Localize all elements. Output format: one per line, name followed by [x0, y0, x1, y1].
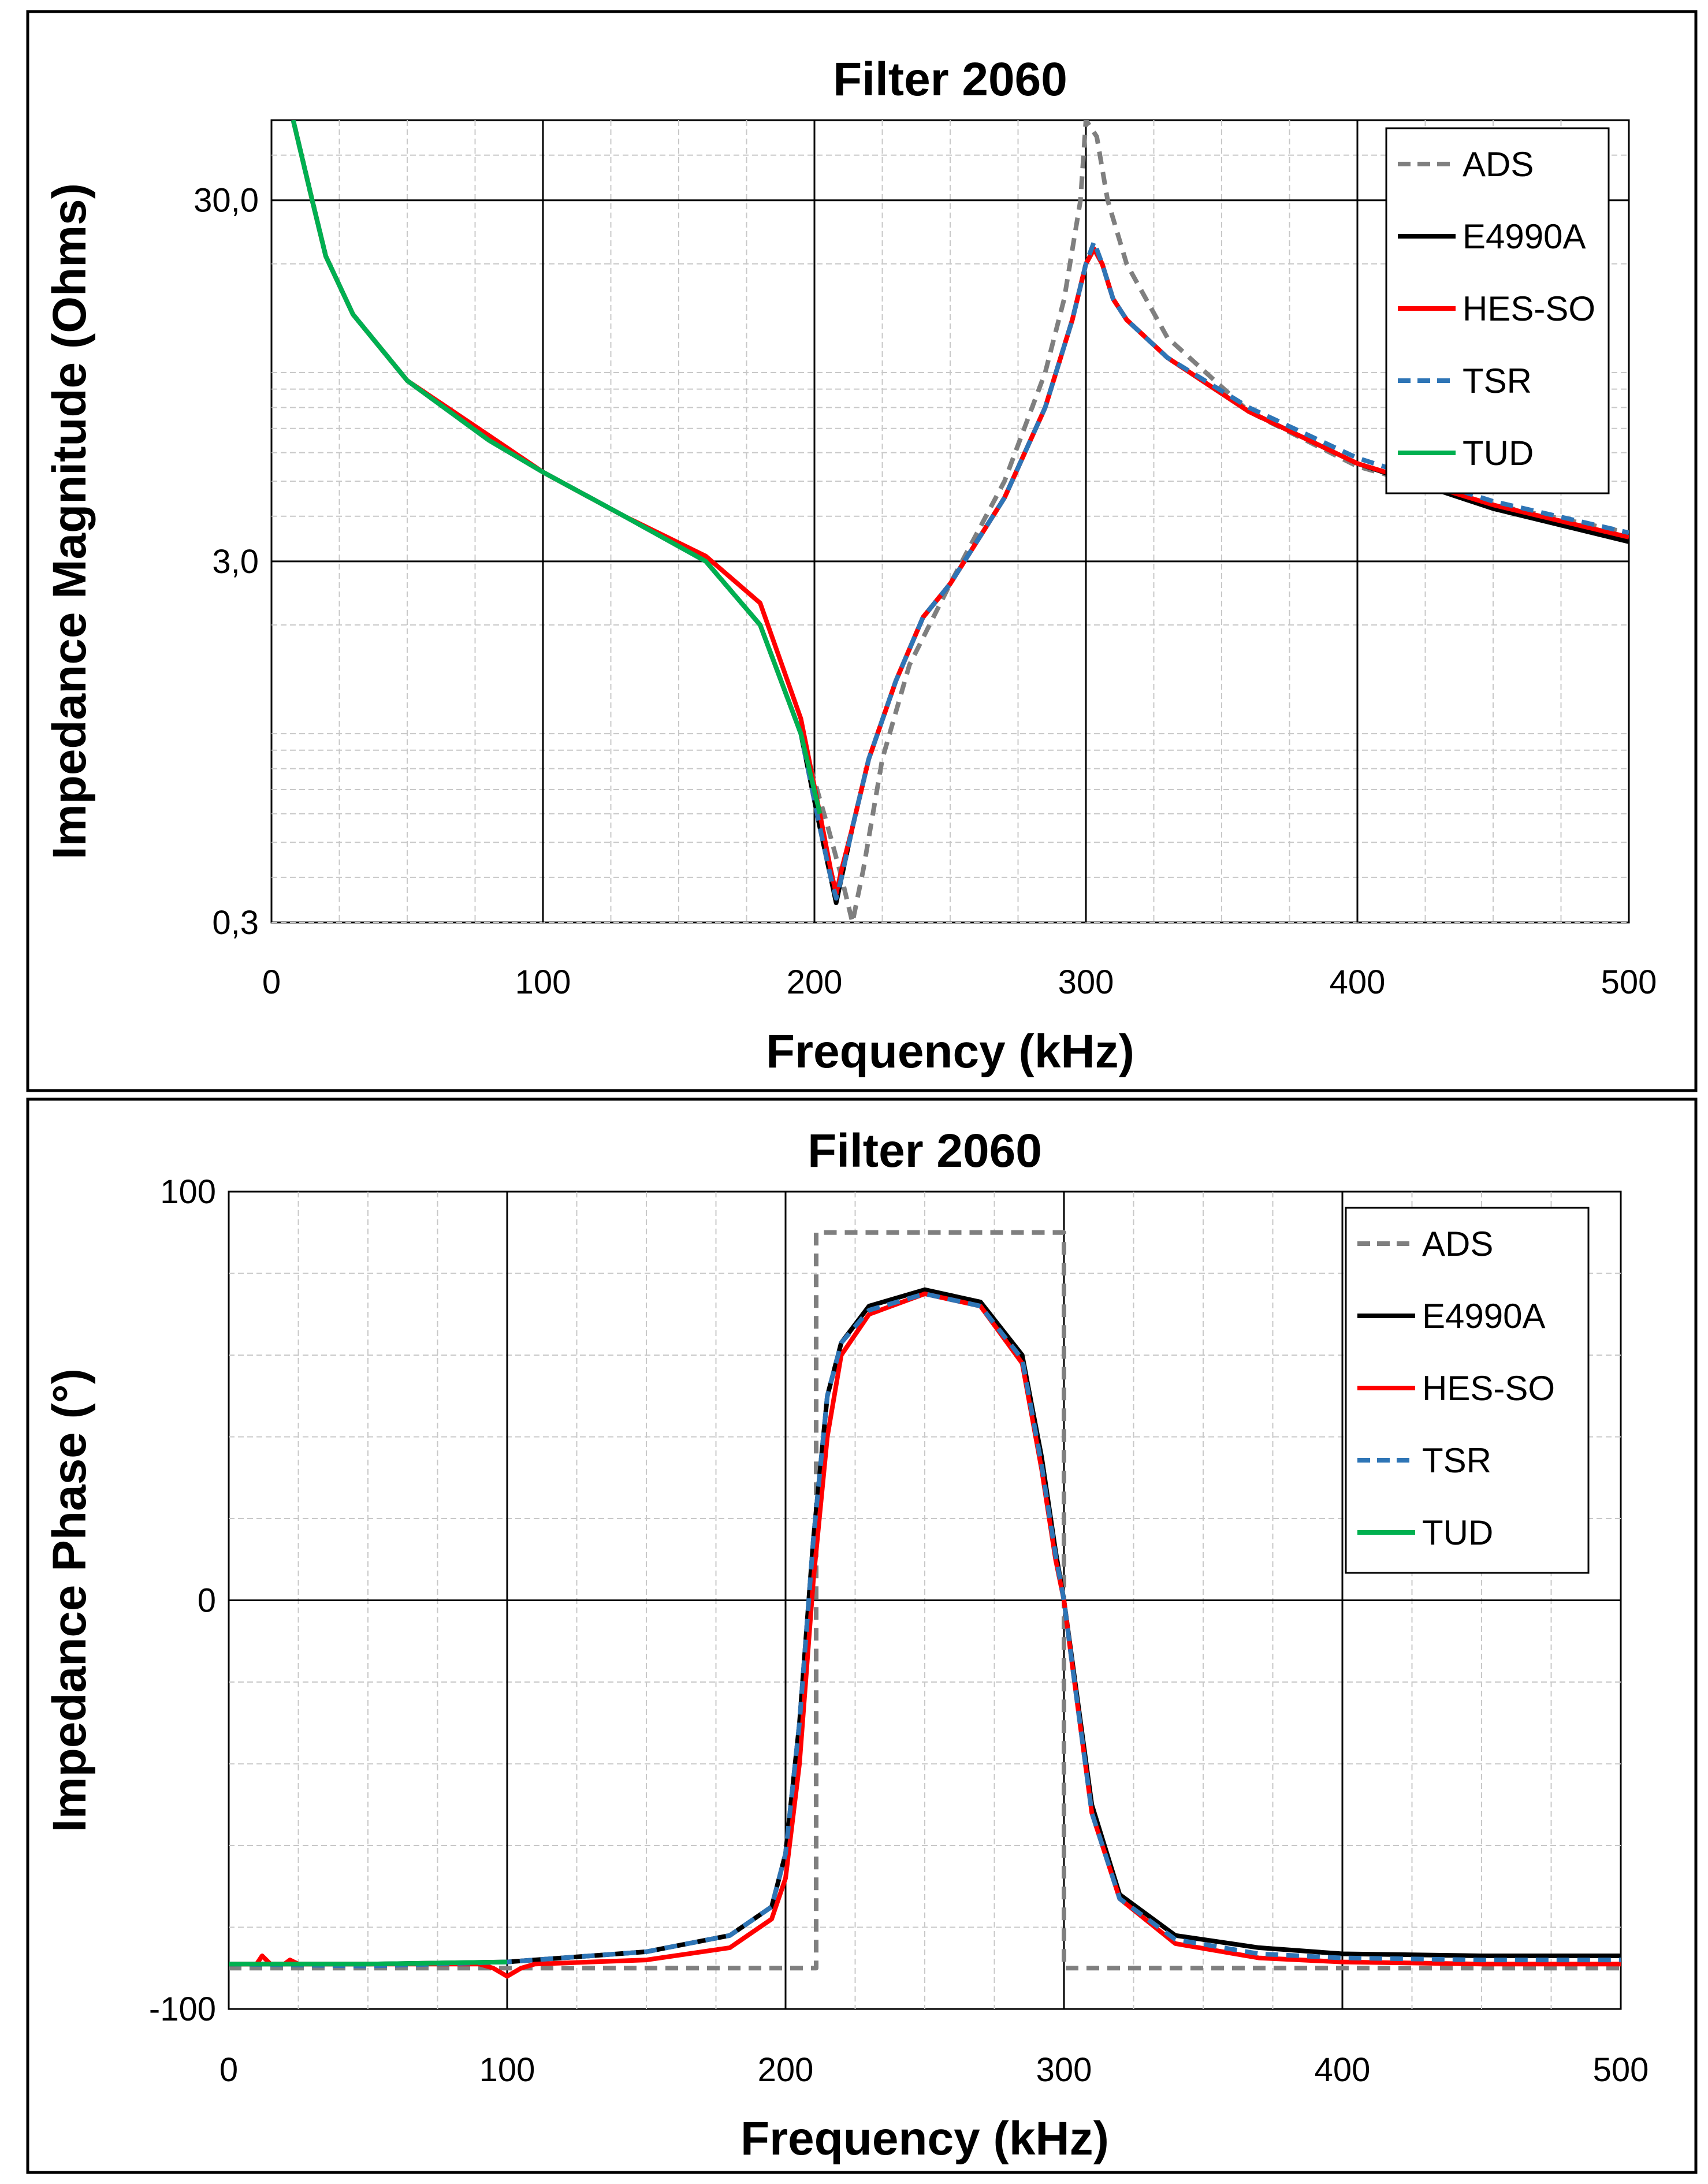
x-tick-label: 0	[219, 2051, 238, 2089]
x-tick-label: 200	[758, 2051, 814, 2089]
x-tick-label: 200	[787, 963, 843, 1001]
legend-label-tud: TUD	[1422, 1513, 1493, 1552]
x-tick-label: 400	[1330, 963, 1386, 1001]
y-tick-label: 30,0	[194, 182, 259, 219]
legend-label-tsr: TSR	[1422, 1441, 1491, 1480]
y-axis-label: Impedance Phase (°)	[43, 1368, 96, 1832]
series-group	[229, 1230, 1621, 1979]
legend-label-tsr: TSR	[1463, 362, 1532, 400]
x-tick-label: 300	[1058, 963, 1114, 1001]
legend: ADS E4990A HES-SO TSR TUD	[1385, 127, 1610, 494]
series-line-ads	[229, 1230, 1621, 1971]
series-group	[291, 120, 1629, 922]
legend-label-ads: ADS	[1422, 1225, 1493, 1263]
legend-label-hes-so: HES-SO	[1422, 1369, 1555, 1408]
magnitude-chart: Filter 2060 0 100 200 300 400 500 0,3 3,0 30,0 Fre…	[43, 53, 1657, 1078]
x-tick-label: 500	[1601, 963, 1657, 1001]
series-line-tsr	[229, 1291, 1621, 1969]
y-tick-label: 0,3	[212, 904, 259, 942]
y-tick-label: 3,0	[212, 543, 259, 581]
series-line-ads	[291, 120, 1629, 922]
legend-label-e4990a: E4990A	[1422, 1297, 1546, 1335]
series-line-tsr	[291, 120, 1629, 901]
x-tick-label: 500	[1593, 2051, 1649, 2089]
legend-label-hes-so: HES-SO	[1463, 289, 1595, 328]
legend-label-ads: ADS	[1463, 145, 1534, 184]
x-tick-label: 100	[479, 2051, 535, 2089]
chart-title: Filter 2060	[833, 53, 1067, 106]
x-axis-label: Frequency (kHz)	[766, 1025, 1134, 1078]
y-tick-label: -100	[149, 1990, 216, 2028]
x-tick-label: 100	[515, 963, 571, 1001]
y-tick-label: 0	[198, 1582, 216, 1620]
y-axis-label: Impedance Magnitude (Ohms)	[43, 183, 96, 860]
legend-label-tud: TUD	[1463, 434, 1534, 472]
legend-label-e4990a: E4990A	[1463, 217, 1586, 256]
y-tick-label: 100	[160, 1173, 216, 1211]
x-axis-label: Frequency (kHz)	[740, 2112, 1109, 2165]
series-line-tud	[291, 120, 823, 814]
x-tick-label: 0	[262, 963, 281, 1001]
x-tick-label: 300	[1036, 2051, 1092, 2089]
x-tick-label: 400	[1315, 2051, 1371, 2089]
legend: ADS E4990A HES-SO TSR TUD	[1345, 1207, 1590, 1574]
series-line-tud	[229, 1959, 508, 1967]
chart-title: Filter 2060	[808, 1125, 1042, 1177]
